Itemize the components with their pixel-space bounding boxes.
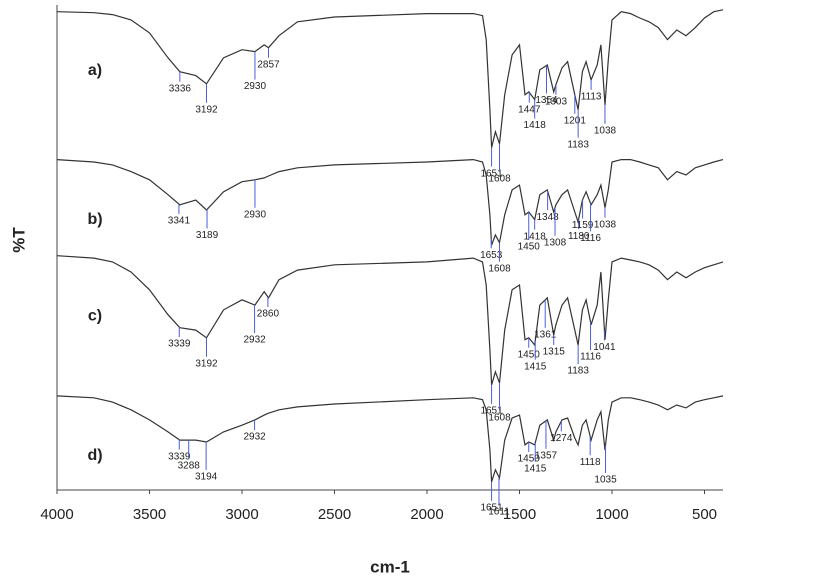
- peak-label: 2857: [257, 59, 280, 70]
- peak-label: 1180: [568, 231, 590, 242]
- peak-label: 1651: [480, 405, 503, 416]
- spectrum-line: [56, 158, 724, 246]
- series-name: d): [87, 447, 102, 464]
- peak-label: 1651: [480, 168, 503, 179]
- peak-label: 1450: [518, 242, 541, 253]
- peak-label: 3192: [195, 358, 218, 369]
- peak-label: 1303: [545, 96, 568, 107]
- peak-label: 1113: [581, 92, 602, 103]
- peak-label: 1201: [564, 115, 587, 126]
- peak-label: 2860: [257, 309, 280, 320]
- peak-label: 1159: [572, 220, 594, 231]
- series-name: c): [88, 307, 102, 324]
- peak-label: 1357: [535, 450, 558, 461]
- peak-label: 3339: [168, 451, 191, 462]
- peak-label: 1038: [594, 126, 617, 137]
- peak-label: 2930: [244, 81, 267, 92]
- peak-label: 1415: [524, 463, 547, 474]
- peak-label: 1274: [550, 433, 573, 444]
- x-tick-label: 1000: [595, 506, 628, 523]
- peak-label: 1361: [534, 330, 557, 341]
- peak-label: 3288: [178, 461, 201, 472]
- peak-label: 1608: [488, 413, 511, 424]
- peak-label: 1118: [580, 457, 601, 468]
- x-axis-title: cm-1: [370, 557, 410, 576]
- peak-label: 1450: [518, 349, 541, 360]
- peak-label: 1038: [594, 219, 617, 230]
- peak-label: 1415: [524, 361, 547, 372]
- peak-label: 1183: [567, 366, 589, 377]
- peak-label: 1041: [593, 342, 616, 353]
- x-tick-label: 4000: [40, 506, 73, 523]
- peak-label: 1116: [580, 352, 601, 363]
- peak-label: 1348: [536, 212, 559, 223]
- series-name: a): [88, 62, 102, 79]
- peak-label: 1035: [594, 475, 617, 486]
- spectrum-line: [56, 9, 724, 148]
- x-tick-label: 3000: [225, 506, 258, 523]
- peak-label: 1611: [488, 507, 510, 518]
- peak-label: 3339: [168, 339, 191, 350]
- series-name: b): [87, 211, 102, 228]
- x-tick-label: 3500: [133, 506, 166, 523]
- peak-label: 1315: [543, 347, 566, 358]
- spectrum-line: [56, 395, 724, 482]
- x-tick-label: 1500: [503, 506, 536, 523]
- peak-label: 3336: [169, 83, 192, 94]
- peak-label: 3192: [195, 104, 218, 115]
- peak-label: 1354: [535, 95, 558, 106]
- peak-label: 1651: [480, 502, 503, 513]
- peak-label: 3194: [195, 472, 218, 483]
- peak-label: 1418: [524, 231, 547, 242]
- peak-label: 1608: [488, 263, 511, 274]
- peak-label: 1653: [480, 250, 503, 261]
- spectrum-line: [56, 255, 724, 385]
- peak-label: 1116: [580, 233, 601, 244]
- peak-label: 1447: [518, 104, 541, 115]
- peak-label: 1308: [544, 237, 567, 248]
- peak-label: 1450: [518, 454, 541, 465]
- peak-label: 1183: [567, 139, 589, 150]
- peak-label: 3341: [168, 216, 191, 227]
- y-axis-title: %T: [9, 227, 28, 253]
- peak-label: 1608: [488, 173, 511, 184]
- x-tick-label: 2500: [318, 506, 351, 523]
- x-tick-label: 500: [692, 506, 717, 523]
- peak-label: 2930: [244, 209, 267, 220]
- peak-label: 2932: [243, 335, 266, 346]
- peak-label: 2932: [243, 432, 266, 443]
- x-tick-label: 2000: [410, 506, 443, 523]
- peak-label: 3189: [196, 230, 219, 241]
- peak-label: 1418: [524, 120, 547, 131]
